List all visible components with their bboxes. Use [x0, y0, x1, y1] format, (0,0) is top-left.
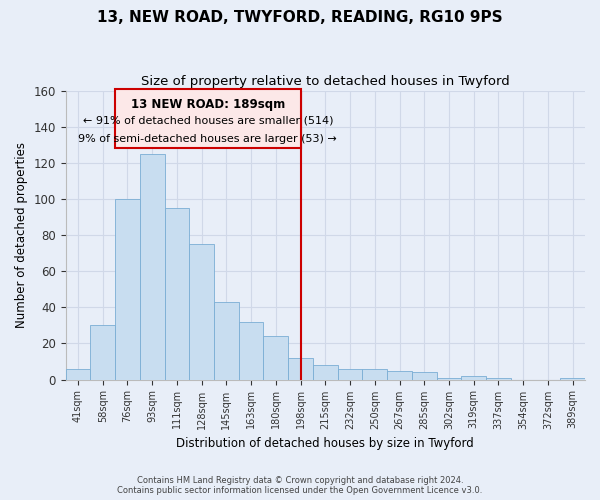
Bar — [338, 368, 362, 380]
Y-axis label: Number of detached properties: Number of detached properties — [15, 142, 28, 328]
Bar — [412, 372, 437, 380]
Bar — [387, 370, 412, 380]
Text: 13 NEW ROAD: 189sqm: 13 NEW ROAD: 189sqm — [131, 98, 285, 111]
Bar — [263, 336, 288, 380]
Bar — [140, 154, 164, 380]
Bar — [486, 378, 511, 380]
Bar — [190, 244, 214, 380]
Bar — [461, 376, 486, 380]
Bar — [214, 302, 239, 380]
Bar — [91, 326, 115, 380]
Text: ← 91% of detached houses are smaller (514): ← 91% of detached houses are smaller (51… — [83, 116, 333, 126]
Bar — [164, 208, 190, 380]
Bar — [115, 199, 140, 380]
Bar — [65, 368, 91, 380]
FancyBboxPatch shape — [115, 88, 301, 148]
Text: 9% of semi-detached houses are larger (53) →: 9% of semi-detached houses are larger (5… — [79, 134, 337, 144]
X-axis label: Distribution of detached houses by size in Twyford: Distribution of detached houses by size … — [176, 437, 474, 450]
Bar — [313, 365, 338, 380]
Bar — [239, 322, 263, 380]
Text: 13, NEW ROAD, TWYFORD, READING, RG10 9PS: 13, NEW ROAD, TWYFORD, READING, RG10 9PS — [97, 10, 503, 25]
Text: Contains HM Land Registry data © Crown copyright and database right 2024.
Contai: Contains HM Land Registry data © Crown c… — [118, 476, 482, 495]
Bar — [288, 358, 313, 380]
Bar — [437, 378, 461, 380]
Bar — [560, 378, 585, 380]
Bar — [362, 368, 387, 380]
Title: Size of property relative to detached houses in Twyford: Size of property relative to detached ho… — [141, 75, 510, 88]
